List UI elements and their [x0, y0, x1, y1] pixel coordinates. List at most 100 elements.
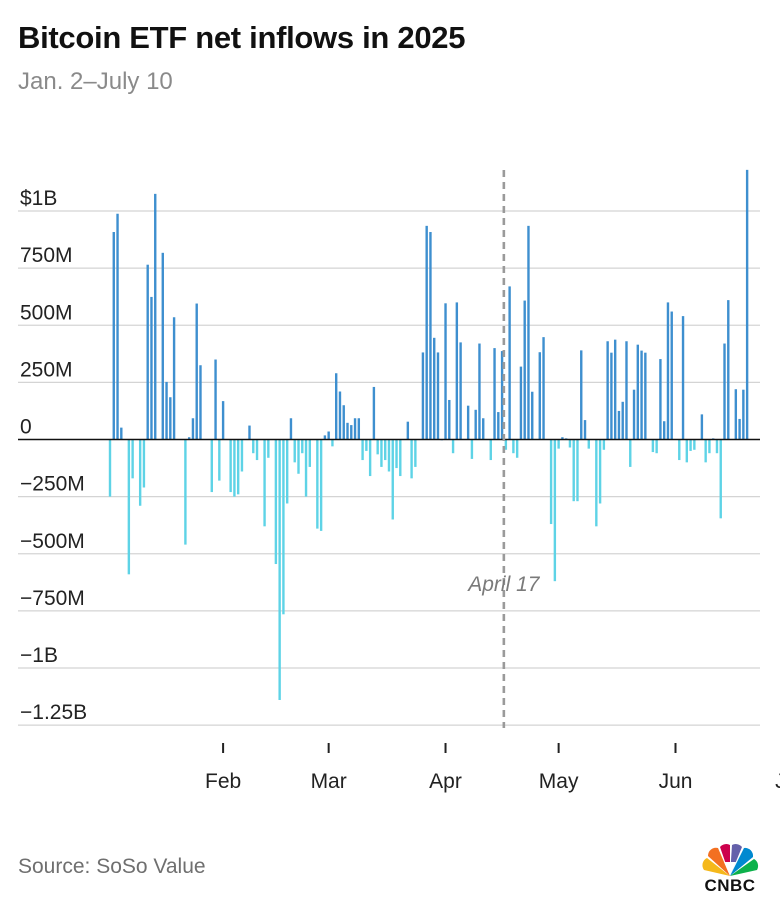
- bar: [169, 397, 172, 440]
- bar: [606, 341, 609, 440]
- bar: [659, 359, 662, 440]
- bar: [470, 439, 474, 459]
- bar: [629, 439, 632, 467]
- bar: [248, 425, 251, 440]
- bar: [557, 439, 560, 449]
- x-tick-label: Jul: [775, 770, 780, 793]
- bar: [240, 439, 244, 472]
- bar: [218, 439, 221, 481]
- bar: [387, 439, 391, 472]
- bar: [150, 296, 153, 440]
- bar: [172, 317, 176, 440]
- bar: [146, 264, 149, 440]
- bar: [644, 352, 647, 440]
- bar: [252, 439, 255, 454]
- bar: [112, 232, 115, 440]
- bar-series: [108, 169, 749, 700]
- bar: [323, 435, 327, 440]
- bar: [154, 193, 157, 440]
- bar-chart: $1B 750M 500M 250M 0 −250M −500M −750M −1B −1.25B…: [18, 169, 780, 793]
- bar: [342, 405, 345, 440]
- logo-wordmark: CNBC: [704, 876, 756, 895]
- x-tick-label: Jun: [659, 770, 693, 793]
- bar: [466, 405, 470, 440]
- bar: [319, 439, 323, 531]
- bar: [289, 418, 293, 440]
- bar: [282, 439, 285, 615]
- bar: [482, 418, 485, 440]
- bar: [693, 439, 696, 450]
- y-tick-label: −250M: [20, 473, 85, 496]
- bar: [474, 409, 477, 440]
- bar: [410, 439, 413, 479]
- annotation-label: April 17: [466, 573, 541, 596]
- bar: [433, 337, 436, 440]
- bar: [715, 439, 719, 454]
- bar: [142, 439, 146, 488]
- bar: [399, 439, 402, 477]
- bar: [350, 425, 353, 440]
- y-tick-label: 500M: [20, 301, 73, 324]
- bar: [719, 439, 722, 519]
- y-tick-label: 0: [20, 416, 32, 439]
- bar: [727, 300, 730, 440]
- bar: [489, 439, 492, 461]
- bar: [708, 439, 711, 454]
- bar: [425, 225, 428, 440]
- bar: [391, 439, 394, 520]
- bar: [357, 418, 361, 440]
- bar: [662, 421, 666, 440]
- bar: [478, 343, 481, 440]
- bar: [285, 439, 289, 504]
- bar: [745, 169, 749, 440]
- bar: [580, 350, 583, 440]
- bar: [267, 439, 270, 458]
- bar: [670, 311, 673, 440]
- bar: [263, 439, 266, 527]
- bar: [346, 422, 349, 440]
- bar: [700, 414, 704, 440]
- chart-title: Bitcoin ETF net inflows in 2025: [18, 20, 466, 55]
- bar: [523, 300, 526, 440]
- bar: [297, 439, 300, 474]
- bar: [221, 401, 225, 440]
- bar: [636, 344, 639, 440]
- bar: [361, 439, 364, 461]
- bar: [617, 410, 621, 440]
- bar: [640, 350, 643, 440]
- bar: [138, 439, 142, 506]
- bar: [195, 303, 198, 440]
- bar: [436, 352, 440, 440]
- bar: [448, 399, 451, 440]
- bar: [572, 439, 575, 502]
- bar: [538, 352, 541, 440]
- bar: [587, 439, 590, 449]
- bar: [651, 439, 655, 453]
- bar: [500, 351, 504, 440]
- bar: [531, 391, 534, 440]
- x-tick-label: Mar: [311, 770, 347, 793]
- bar: [335, 373, 338, 440]
- bar: [613, 339, 617, 440]
- bar: [353, 418, 357, 440]
- bar: [738, 418, 741, 440]
- y-tick-label: $1B: [20, 187, 57, 210]
- bar: [512, 439, 515, 454]
- x-tick-label: May: [539, 770, 579, 793]
- bar: [414, 439, 417, 467]
- bar: [455, 302, 459, 440]
- bar: [210, 439, 213, 493]
- bar: [595, 439, 598, 527]
- bar: [515, 439, 519, 458]
- bar: [678, 439, 681, 461]
- bar: [610, 352, 613, 440]
- bar: [406, 421, 410, 440]
- bar: [553, 439, 557, 582]
- bar: [602, 439, 606, 450]
- x-tick-label: Feb: [205, 770, 241, 793]
- bar: [380, 439, 383, 467]
- bar: [459, 342, 462, 440]
- bar: [549, 439, 553, 525]
- cnbc-logo: CNBC: [696, 840, 764, 895]
- bar: [568, 439, 572, 448]
